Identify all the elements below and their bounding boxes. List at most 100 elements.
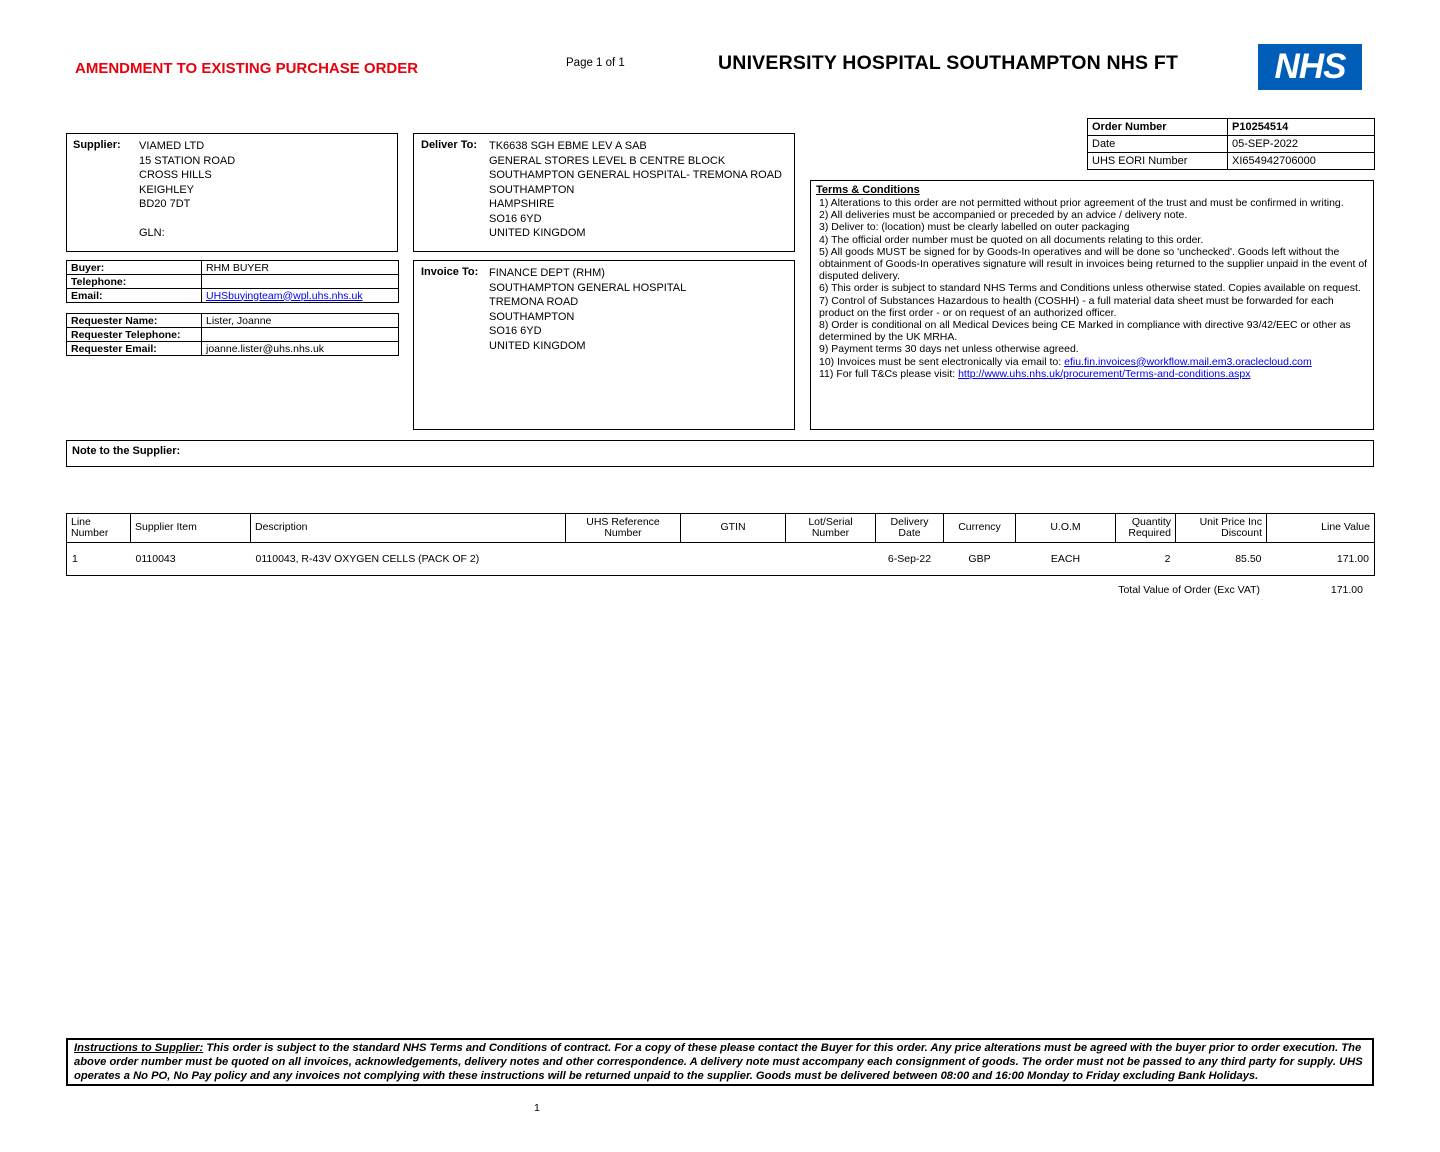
cell-gtin bbox=[680, 542, 786, 576]
invoice-to-label: Invoice To: bbox=[421, 266, 479, 278]
buyer-email-label: Email: bbox=[66, 288, 202, 303]
eori-value: XI654942706000 bbox=[1227, 152, 1375, 170]
table-row: Buyer: RHM BUYER bbox=[66, 260, 399, 275]
terms-item-10-text: 10) Invoices must be sent electronically… bbox=[819, 355, 1065, 368]
invoice-email-link[interactable]: efiu.fin.invoices@workflow.mail.em3.orac… bbox=[1064, 355, 1312, 368]
table-row: Email: UHSbuyingteam@wpl.uhs.nhs.uk bbox=[66, 288, 399, 303]
order-total-value: 171.00 bbox=[1330, 584, 1363, 596]
requester-table: Requester Name: Lister, Joanne Requester… bbox=[66, 313, 399, 356]
footer-page-number: 1 bbox=[534, 1102, 540, 1114]
col-header-delivery-date: Delivery Date bbox=[875, 513, 944, 543]
order-date-label: Date bbox=[1087, 135, 1228, 153]
address-line: TREMONA ROAD bbox=[489, 296, 579, 308]
address-line: 15 STATION ROAD bbox=[139, 154, 236, 167]
eori-label: UHS EORI Number bbox=[1087, 152, 1228, 170]
cell-uhs-reference bbox=[565, 542, 681, 576]
table-row: Requester Telephone: bbox=[66, 327, 399, 342]
terms-url-link[interactable]: http://www.uhs.nhs.uk/procurement/Terms-… bbox=[958, 367, 1251, 380]
address-line: SOUTHAMPTON GENERAL HOSPITAL- TREMONA RO… bbox=[489, 169, 782, 181]
col-header-unit-price: Unit Price Inc Discount bbox=[1175, 513, 1267, 543]
table-row: Date 05-SEP-2022 bbox=[1087, 135, 1375, 153]
buyer-telephone-label: Telephone: bbox=[66, 274, 202, 289]
buyer-telephone-value bbox=[201, 274, 399, 289]
organisation-title: UNIVERSITY HOSPITAL SOUTHAMPTON NHS FT bbox=[718, 52, 1179, 74]
deliver-to-box: Deliver To: TK6638 SGH EBME LEV A SAB GE… bbox=[413, 133, 795, 252]
terms-item: 10) Invoices must be sent electronically… bbox=[816, 356, 1368, 368]
table-row: Order Number P10254514 bbox=[1087, 118, 1375, 136]
terms-item: 11) For full T&Cs please visit: http://w… bbox=[816, 368, 1368, 380]
amendment-title: AMENDMENT TO EXISTING PURCHASE ORDER bbox=[75, 60, 419, 77]
supplier-label: Supplier: bbox=[73, 139, 121, 151]
col-header-uhs-reference: UHS Reference Number bbox=[565, 513, 681, 543]
terms-item: 5) All goods MUST be signed for by Goods… bbox=[819, 245, 1368, 283]
col-header-line-number: Line Number bbox=[66, 513, 131, 543]
address-line: FINANCE DEPT (RHM) bbox=[489, 267, 605, 279]
terms-item: 2) All deliveries must be accompanied or… bbox=[819, 209, 1188, 222]
instructions-text: This order is subject to the standard NH… bbox=[74, 1042, 1363, 1082]
requester-telephone-value bbox=[201, 327, 399, 342]
order-date-value: 05-SEP-2022 bbox=[1227, 135, 1375, 153]
table-row: Requester Name: Lister, Joanne bbox=[66, 313, 399, 328]
address-line: UNITED KINGDOM bbox=[489, 339, 586, 352]
col-header-lot-serial: Lot/Serial Number bbox=[785, 513, 876, 543]
col-header-quantity: Quantity Required bbox=[1115, 513, 1176, 543]
terms-item: 8) Order is conditional on all Medical D… bbox=[819, 319, 1351, 344]
address-line: VIAMED LTD bbox=[139, 140, 205, 152]
col-header-line-value: Line Value bbox=[1266, 513, 1375, 543]
requester-telephone-label: Requester Telephone: bbox=[66, 327, 202, 342]
line-items-table: Line Number Supplier Item Description UH… bbox=[66, 513, 1375, 576]
note-to-supplier-box: Note to the Supplier: bbox=[66, 440, 1374, 467]
col-header-uom: U.O.M bbox=[1015, 513, 1116, 543]
col-header-supplier-item: Supplier Item bbox=[130, 513, 251, 543]
cell-uom: EACH bbox=[1015, 542, 1116, 576]
cell-currency: GBP bbox=[943, 542, 1016, 576]
instructions-paragraph: Instructions to Supplier: This order is … bbox=[74, 1042, 1366, 1083]
address-line: CROSS HILLS bbox=[139, 169, 212, 181]
cell-line-value: 171.00 bbox=[1266, 542, 1375, 576]
address-line: SO16 6YD bbox=[489, 325, 542, 337]
table-row: 1 0110043 0110043, R-43V OXYGEN CELLS (P… bbox=[66, 542, 1375, 576]
col-header-currency: Currency bbox=[943, 513, 1016, 543]
terms-item-11-text: 11) For full T&Cs please visit: bbox=[819, 367, 959, 380]
col-header-description: Description bbox=[250, 513, 566, 543]
deliver-to-address: TK6638 SGH EBME LEV A SAB GENERAL STORES… bbox=[489, 139, 782, 241]
address-line: SOUTHAMPTON bbox=[489, 183, 575, 196]
order-number-value: P10254514 bbox=[1227, 118, 1375, 136]
order-info-table: Order Number P10254514 Date 05-SEP-2022 … bbox=[1087, 118, 1375, 170]
terms-title: Terms & Conditions bbox=[816, 184, 920, 196]
address-line: TK6638 SGH EBME LEV A SAB bbox=[489, 140, 647, 152]
gln-label: GLN: bbox=[139, 227, 165, 239]
table-header-row: Line Number Supplier Item Description UH… bbox=[66, 513, 1375, 543]
address-line: GENERAL STORES LEVEL B CENTRE BLOCK bbox=[489, 154, 726, 167]
cell-description: 0110043, R-43V OXYGEN CELLS (PACK OF 2) bbox=[250, 542, 566, 576]
note-to-supplier-label: Note to the Supplier: bbox=[72, 445, 181, 457]
buyer-value: RHM BUYER bbox=[201, 260, 399, 275]
cell-quantity: 2 bbox=[1115, 542, 1176, 576]
terms-item: 1) Alterations to this order are not per… bbox=[819, 197, 1344, 209]
nhs-logo: NHS bbox=[1258, 44, 1362, 90]
supplier-box: Supplier: VIAMED LTD 15 STATION ROAD CRO… bbox=[66, 133, 398, 252]
requester-email-value: joanne.lister@uhs.nhs.uk bbox=[201, 341, 399, 356]
requester-email-label: Requester Email: bbox=[66, 341, 202, 356]
invoice-to-address: FINANCE DEPT (RHM) SOUTHAMPTON GENERAL H… bbox=[489, 266, 686, 353]
cell-line-number: 1 bbox=[66, 542, 131, 576]
buyer-label: Buyer: bbox=[66, 260, 202, 275]
terms-item: 7) Control of Substances Hazardous to he… bbox=[819, 294, 1334, 319]
address-line: UNITED KINGDOM bbox=[489, 227, 586, 239]
buyer-email-link[interactable]: UHSbuyingteam@wpl.uhs.nhs.uk bbox=[206, 289, 363, 302]
address-line: SOUTHAMPTON bbox=[489, 310, 575, 323]
deliver-to-label: Deliver To: bbox=[421, 139, 478, 151]
address-line: SO16 6YD bbox=[489, 212, 542, 225]
order-total-label: Total Value of Order (Exc VAT) bbox=[1118, 584, 1260, 596]
cell-supplier-item: 0110043 bbox=[130, 542, 251, 576]
table-row: UHS EORI Number XI654942706000 bbox=[1087, 152, 1375, 170]
supplier-address: VIAMED LTD 15 STATION ROAD CROSS HILLS K… bbox=[139, 139, 235, 241]
instructions-label: Instructions to Supplier: bbox=[74, 1042, 204, 1054]
address-line: KEIGHLEY bbox=[139, 183, 195, 196]
address-line: SOUTHAMPTON GENERAL HOSPITAL bbox=[489, 281, 687, 294]
requester-name-label: Requester Name: bbox=[66, 313, 202, 328]
cell-delivery-date: 6-Sep-22 bbox=[875, 542, 944, 576]
nhs-logo-text: NHS bbox=[1274, 47, 1347, 86]
terms-item: 6) This order is subject to standard NHS… bbox=[819, 282, 1361, 295]
